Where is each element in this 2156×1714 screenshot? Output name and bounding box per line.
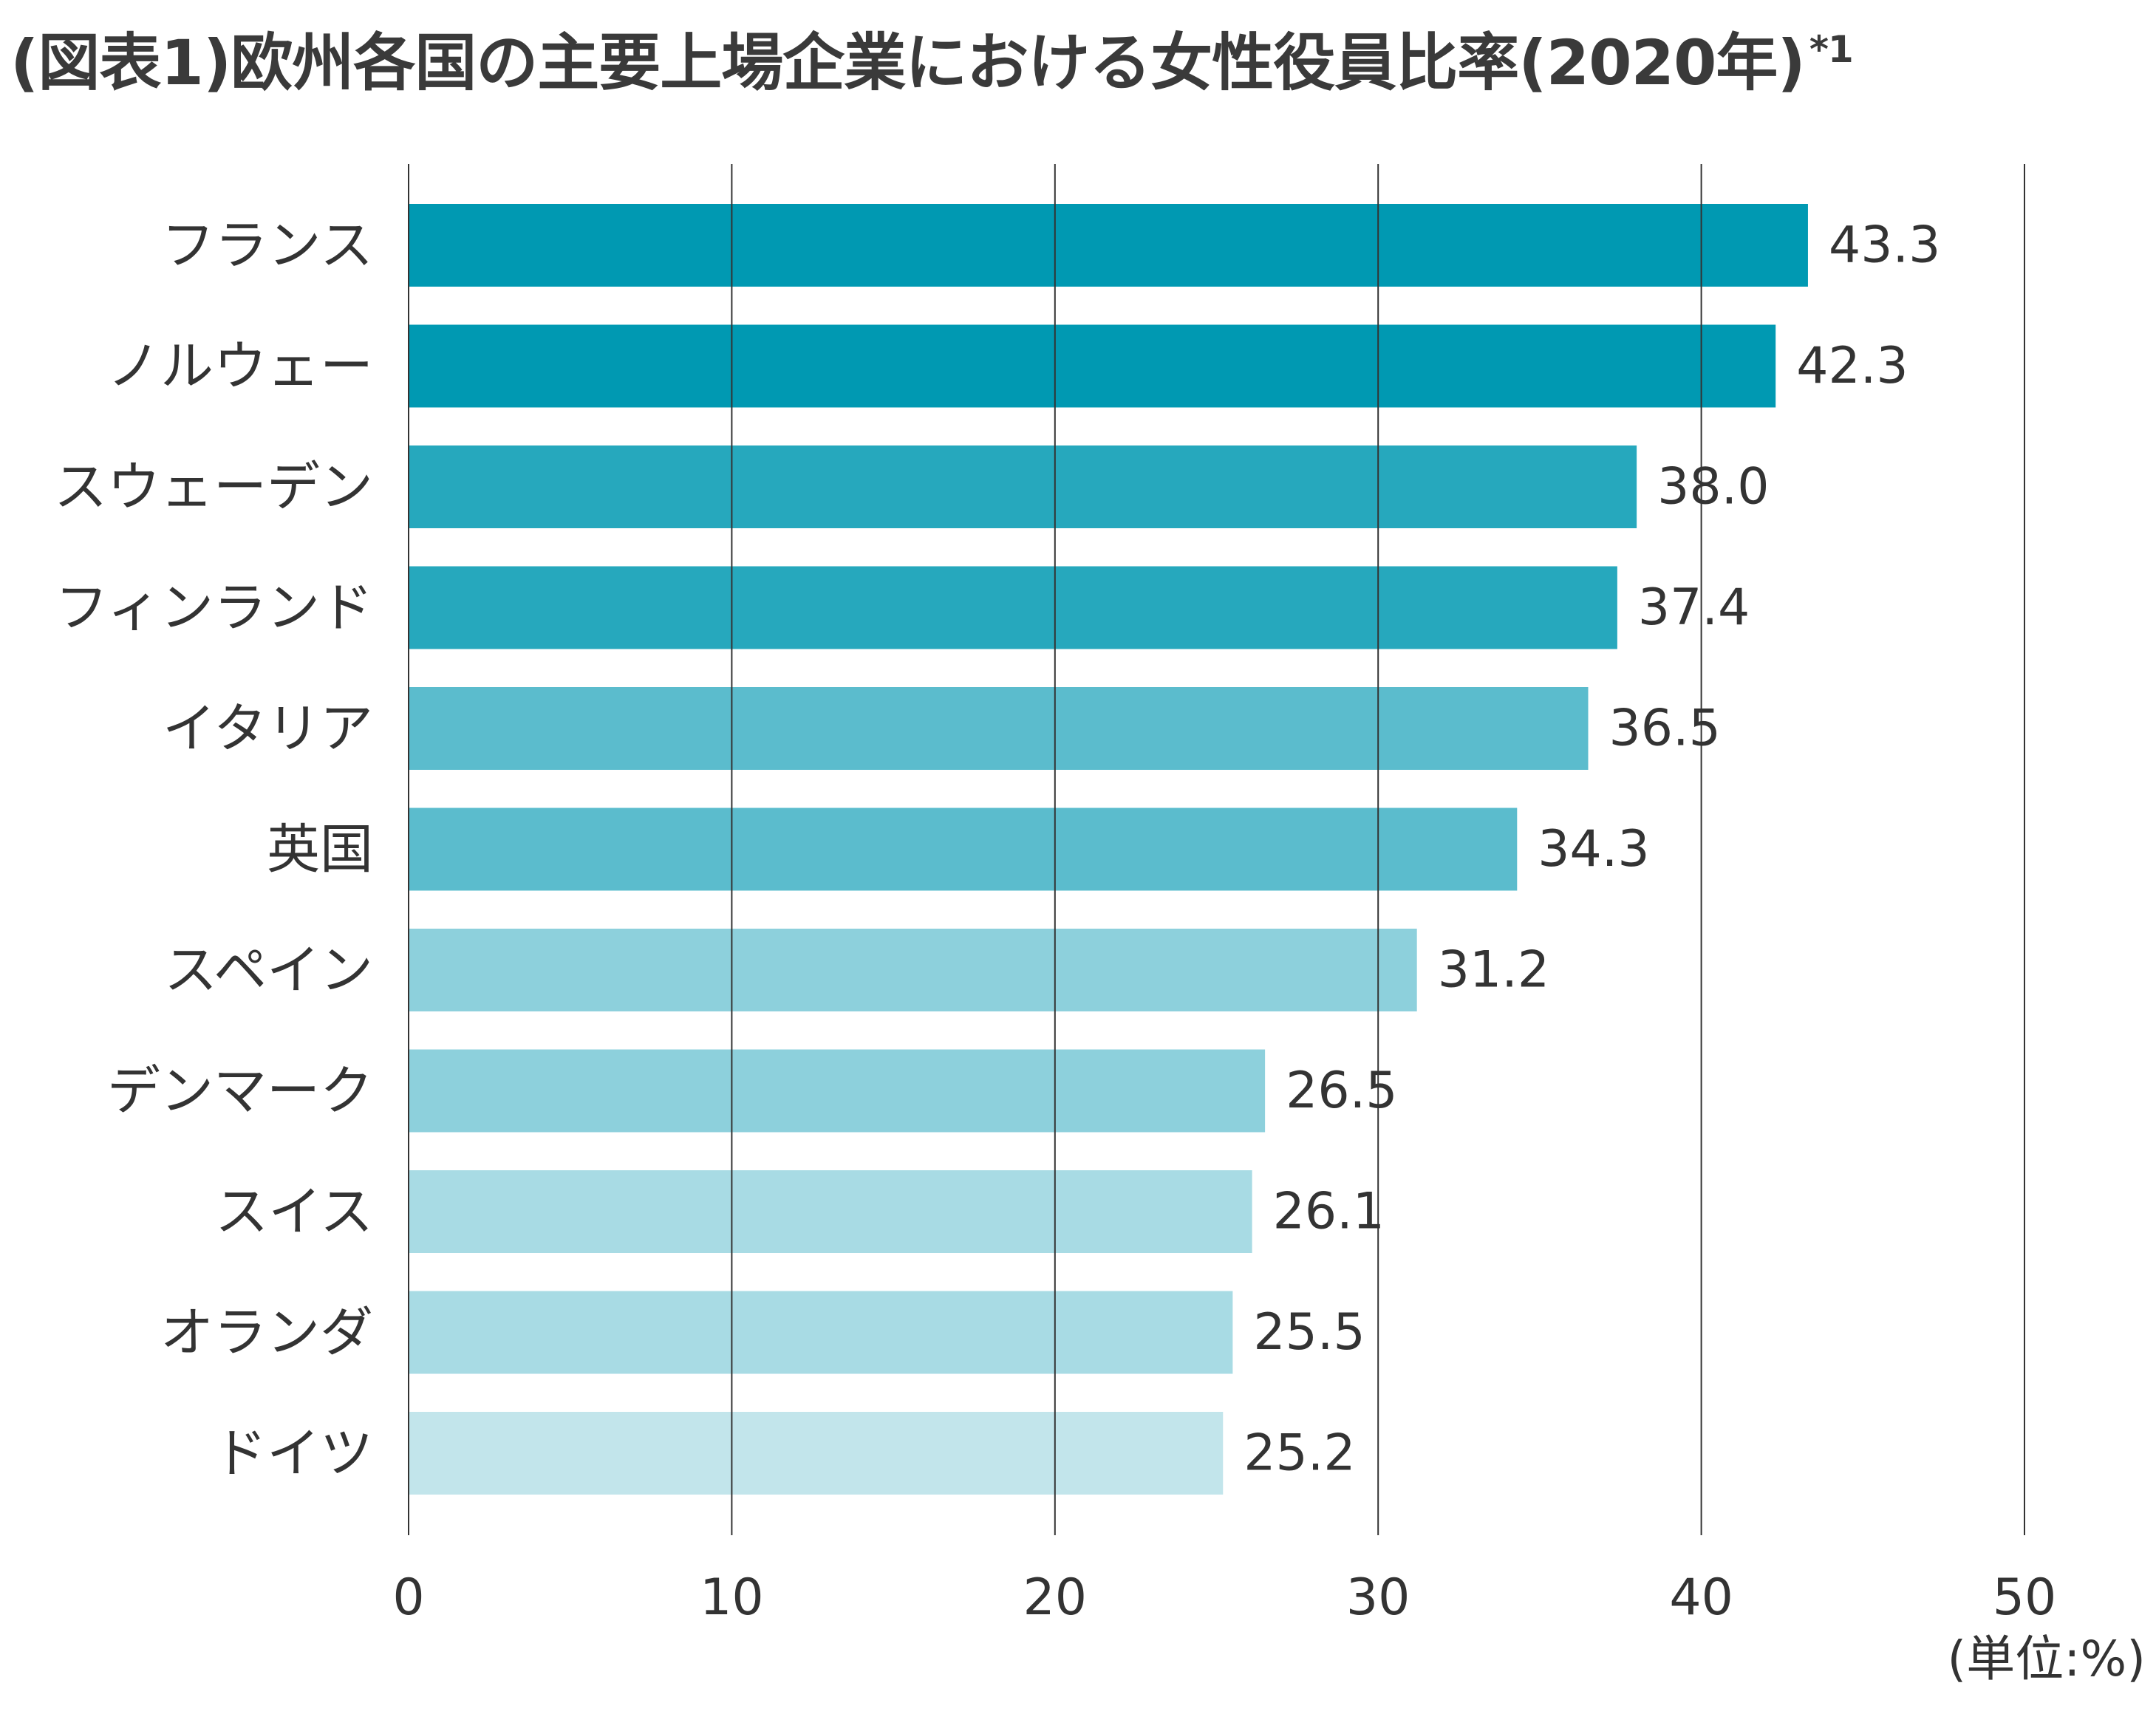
value-label-6: 31.2 bbox=[1438, 941, 1549, 1000]
category-label-9: オランダ bbox=[160, 1302, 373, 1364]
category-label-4: イタリア bbox=[163, 697, 373, 759]
value-label-3: 37.4 bbox=[1638, 578, 1750, 637]
chart-title-note: *1 bbox=[1809, 28, 1854, 71]
bars bbox=[409, 204, 1808, 1495]
gridlines bbox=[408, 164, 2025, 1535]
unit-label: (単位:%) bbox=[1947, 1631, 2146, 1687]
x-axis: 0 10 20 30 40 50 bbox=[392, 1568, 2056, 1627]
x-tick-label-50: 50 bbox=[1993, 1568, 2057, 1627]
value-label-5: 34.3 bbox=[1538, 820, 1649, 878]
x-tick-label-30: 30 bbox=[1346, 1568, 1410, 1627]
bar-1 bbox=[409, 324, 1776, 408]
value-label-4: 36.5 bbox=[1609, 700, 1721, 758]
value-label-2: 38.0 bbox=[1657, 458, 1769, 516]
x-tick-label-40: 40 bbox=[1669, 1568, 1733, 1627]
x-tick-label-10: 10 bbox=[700, 1568, 764, 1627]
bar-5 bbox=[409, 808, 1518, 891]
value-label-8: 26.1 bbox=[1273, 1183, 1385, 1241]
category-label-6: スペイン bbox=[164, 939, 373, 1001]
bar-7 bbox=[409, 1049, 1266, 1133]
bar-0 bbox=[409, 204, 1808, 287]
value-label-7: 26.5 bbox=[1286, 1062, 1397, 1120]
labels: フランス 43.3 ノルウェー 42.3 スウェーデン 38.0 フィンランド 37.4 イタリ… bbox=[54, 214, 1940, 1484]
value-label-0: 43.3 bbox=[1829, 216, 1940, 275]
value-label-1: 42.3 bbox=[1796, 337, 1908, 395]
value-label-10: 25.2 bbox=[1244, 1424, 1355, 1483]
category-label-5: 英国 bbox=[267, 819, 373, 881]
bar-9 bbox=[409, 1291, 1233, 1374]
chart-title: (図表1)欧州各国の主要上場企業における女性役員比率(2020年) *1 bbox=[10, 13, 1854, 103]
category-label-7: デンマーク bbox=[107, 1060, 373, 1122]
x-tick-label-0: 0 bbox=[392, 1568, 424, 1627]
category-label-3: フィンランド bbox=[55, 577, 373, 639]
category-label-8: スイス bbox=[215, 1181, 373, 1243]
category-label-2: スウェーデン bbox=[54, 456, 373, 518]
bar-2 bbox=[409, 445, 1637, 528]
bar-10 bbox=[409, 1412, 1224, 1495]
category-label-10: ドイツ bbox=[214, 1422, 373, 1484]
category-label-1: ノルウェー bbox=[107, 335, 373, 397]
bar-4 bbox=[409, 687, 1589, 770]
chart-title-text: (図表1)欧州各国の主要上場企業における女性役員比率(2020年) bbox=[10, 27, 1806, 99]
bar-6 bbox=[409, 929, 1417, 1011]
bar-3 bbox=[409, 566, 1617, 649]
bar-8 bbox=[409, 1170, 1252, 1253]
category-label-0: フランス bbox=[161, 214, 373, 276]
value-label-9: 25.5 bbox=[1253, 1303, 1365, 1362]
x-tick-label-20: 20 bbox=[1023, 1568, 1088, 1627]
